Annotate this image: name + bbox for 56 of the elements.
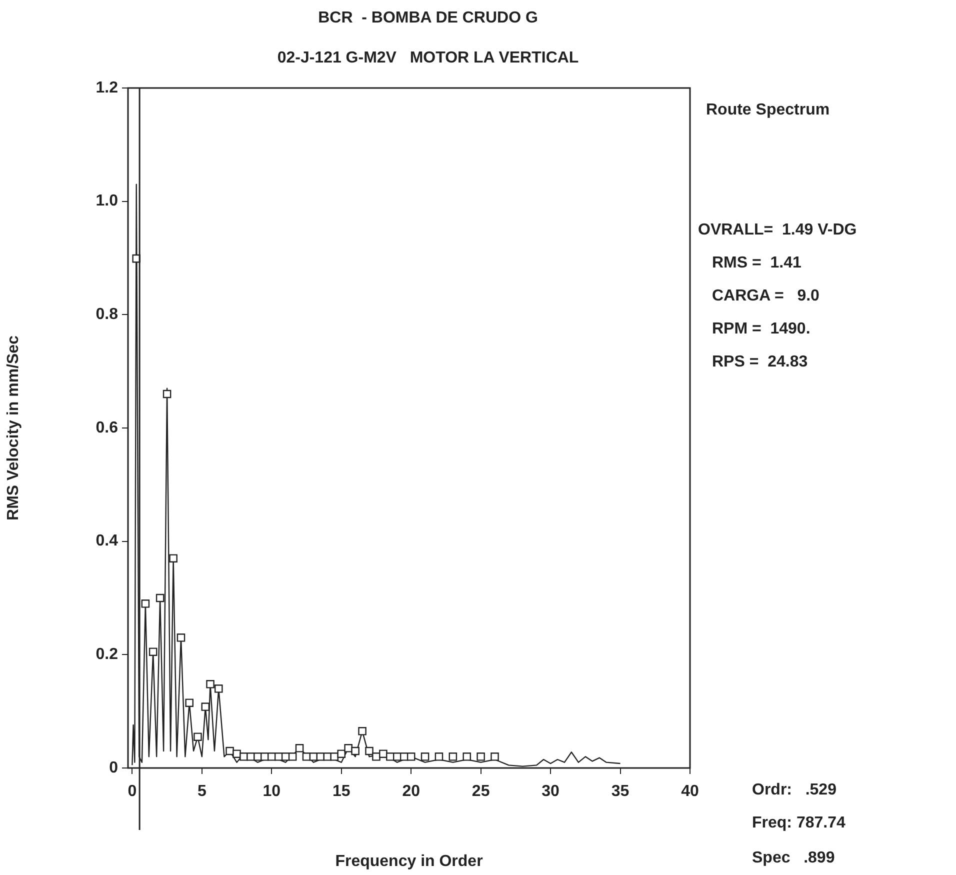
text: OVRALL= 1.49 V-DG — [698, 221, 857, 238]
point — [148, 648, 158, 656]
point — [420, 752, 430, 761]
point — [194, 732, 202, 741]
point — [288, 752, 297, 761]
y-tick-label: 0.2 — [96, 646, 118, 664]
point — [448, 752, 458, 761]
y-tick-label: 0 — [109, 759, 118, 776]
point — [372, 752, 380, 761]
y-tick-label: 0.4 — [96, 532, 118, 550]
point — [490, 752, 499, 761]
y-tick-label: 0.8 — [96, 306, 118, 324]
point — [141, 600, 150, 608]
point — [358, 727, 366, 736]
x-tick-label: 25 — [472, 783, 490, 800]
y-axis-title: RMS Velocity in mm/Sec — [5, 335, 22, 520]
point — [201, 702, 210, 711]
x-tick-label: 0 — [128, 783, 137, 800]
point — [295, 744, 304, 752]
point — [344, 744, 352, 752]
point — [434, 752, 444, 761]
point — [476, 752, 485, 761]
point — [365, 746, 374, 756]
x-tick-label: 35 — [611, 783, 630, 800]
text: RPM = 1490. — [712, 320, 810, 338]
point — [156, 594, 164, 602]
y-tick-label: 0.6 — [96, 419, 118, 436]
point — [351, 746, 360, 756]
chart-subtitle: 02-J-121 G-M2V MOTOR LA VERTICAL — [277, 49, 579, 66]
point — [214, 684, 223, 693]
x-tick-label: 30 — [542, 783, 560, 800]
point — [169, 554, 178, 562]
text: Freq: 787.74 — [752, 814, 846, 832]
point — [185, 698, 194, 707]
chart-title: BCR - BOMBA DE CRUDO G — [318, 9, 538, 26]
point — [462, 752, 472, 761]
text: Route Spectrum — [706, 101, 830, 118]
text: Spec .899 — [752, 849, 835, 866]
x-tick-label: 20 — [402, 783, 420, 800]
point — [379, 750, 388, 758]
y-tick-label: 1.0 — [96, 192, 118, 210]
text: RMS = 1.41 — [712, 254, 802, 272]
text: CARGA = 9.0 — [712, 287, 820, 304]
text: Ordr: .529 — [752, 781, 837, 798]
point — [406, 752, 416, 761]
x-tick-label: 40 — [681, 783, 699, 800]
x-tick-label: 5 — [197, 783, 206, 800]
x-tick-label: 15 — [332, 783, 350, 800]
point — [337, 750, 346, 758]
x-axis-title: Frequency in Order — [335, 852, 483, 870]
point — [162, 390, 172, 398]
x-tick-label: 10 — [262, 783, 281, 800]
y-tick-label: 1.2 — [96, 79, 118, 96]
point — [176, 634, 186, 642]
point — [206, 680, 214, 688]
text: RPS = 24.83 — [712, 353, 808, 370]
